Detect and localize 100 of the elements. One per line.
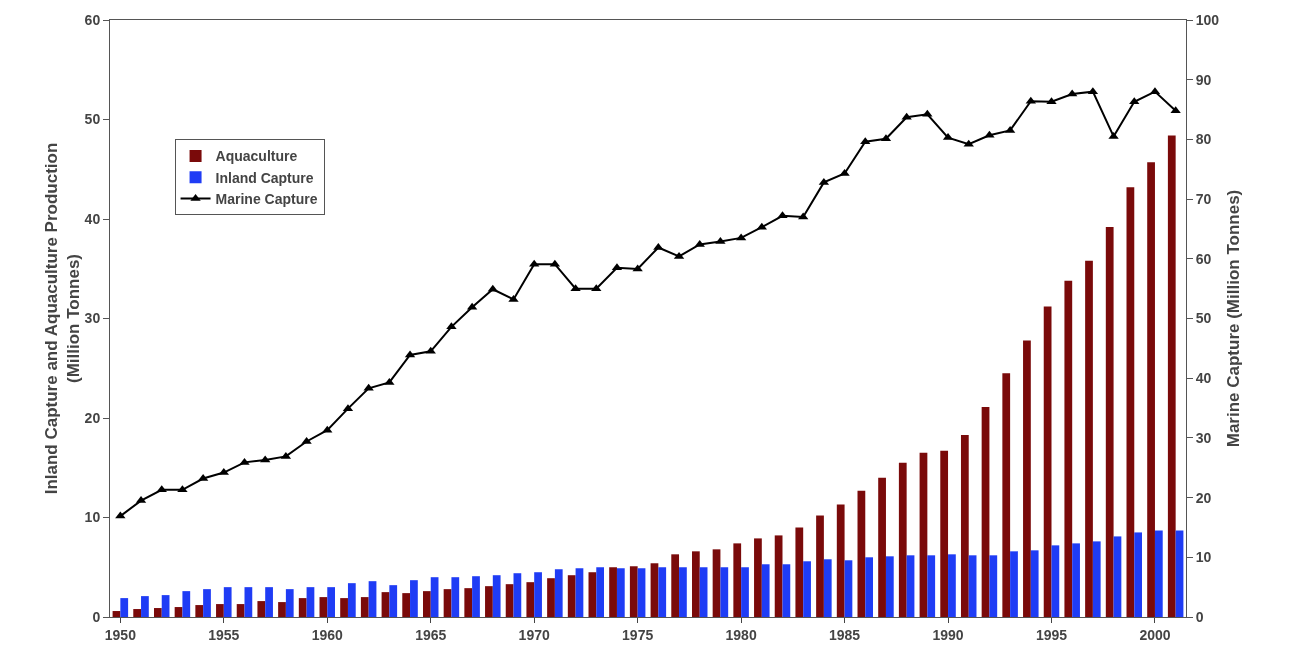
bar [940,450,949,617]
bar [1175,530,1184,617]
y2-tick-label: 70 [1195,191,1212,207]
bar [754,538,762,617]
bar [1010,551,1018,617]
bar [430,577,439,617]
bar [671,554,680,617]
point [363,383,374,391]
bar [203,589,211,617]
point [632,264,643,272]
bar [575,568,584,617]
bar [195,605,204,617]
bar [1154,530,1163,617]
bar [368,581,377,617]
bar [567,575,576,617]
y-tick-label: 20 [84,409,101,426]
y2-tick-label: 0 [1195,608,1204,625]
bar [609,567,617,617]
bar [1092,541,1101,617]
legend-label: Inland Capture [215,169,314,186]
bar [1134,532,1143,617]
bar [1105,226,1114,617]
bar [588,572,597,617]
bar [795,527,804,617]
bar [878,477,886,617]
bar [906,555,915,617]
point [715,236,726,244]
bar [865,557,874,617]
point [839,168,850,176]
x-tick-label: 1980 [725,626,757,643]
bar [844,560,853,617]
bar [1085,260,1093,617]
bar [513,573,522,617]
y2-tick-label: 90 [1195,71,1212,88]
bar [629,566,638,617]
bar [1064,280,1073,617]
bar [816,515,824,617]
bar [141,596,149,617]
bar [981,407,990,617]
bar [712,549,721,617]
bar [236,604,245,617]
point [1046,97,1057,105]
bar [265,587,273,617]
bar [547,578,555,617]
bar [492,575,501,617]
bar [410,580,418,617]
x-tick-label: 1990 [932,626,964,643]
point [777,211,788,219]
point [177,485,188,493]
bar [885,556,894,617]
bar [733,543,742,617]
y-tick-label: 10 [84,509,101,526]
bar [244,587,253,617]
y2-tick-label: 100 [1195,11,1220,28]
bar [691,551,700,617]
bar [472,576,480,617]
bar [741,567,749,617]
bar [182,591,191,617]
bar [216,604,224,617]
bar [451,577,460,617]
point [425,346,436,354]
y2-tick-label: 20 [1195,489,1212,506]
bar [616,568,625,617]
bar [960,434,969,617]
x-tick-label: 1995 [1035,626,1068,643]
bar [402,593,411,617]
bar [1051,545,1060,617]
bar [637,568,646,617]
bar [319,597,328,617]
bar [857,490,866,617]
point [922,109,933,117]
y-tick-label: 60 [84,11,101,28]
bar [596,567,605,617]
bar [285,589,294,617]
bar [340,598,348,617]
bar [927,555,936,617]
bar [1072,543,1080,617]
y-axis-title: Inland Capture and Aquaculture Production (Million Tonnes) [41,142,83,495]
bar [485,586,493,617]
bar [381,592,390,617]
x-tick-label: 1985 [829,626,861,643]
point [301,436,312,444]
bar [174,607,183,617]
bar [223,587,232,617]
x-tick-label: 1970 [518,626,550,643]
y-tick-label: 50 [84,111,101,128]
bar [679,567,687,617]
bar [1030,550,1039,617]
bar [1167,135,1176,617]
point [446,322,457,330]
bar [443,589,452,617]
bar [161,595,170,617]
bar [120,598,129,617]
x-tick-label: 1975 [622,626,654,643]
point [239,457,250,465]
bar [1126,187,1135,617]
y-tick-label: 0 [92,608,101,625]
y2-tick-label: 80 [1195,131,1212,148]
bar [257,601,266,617]
bar [153,608,162,617]
